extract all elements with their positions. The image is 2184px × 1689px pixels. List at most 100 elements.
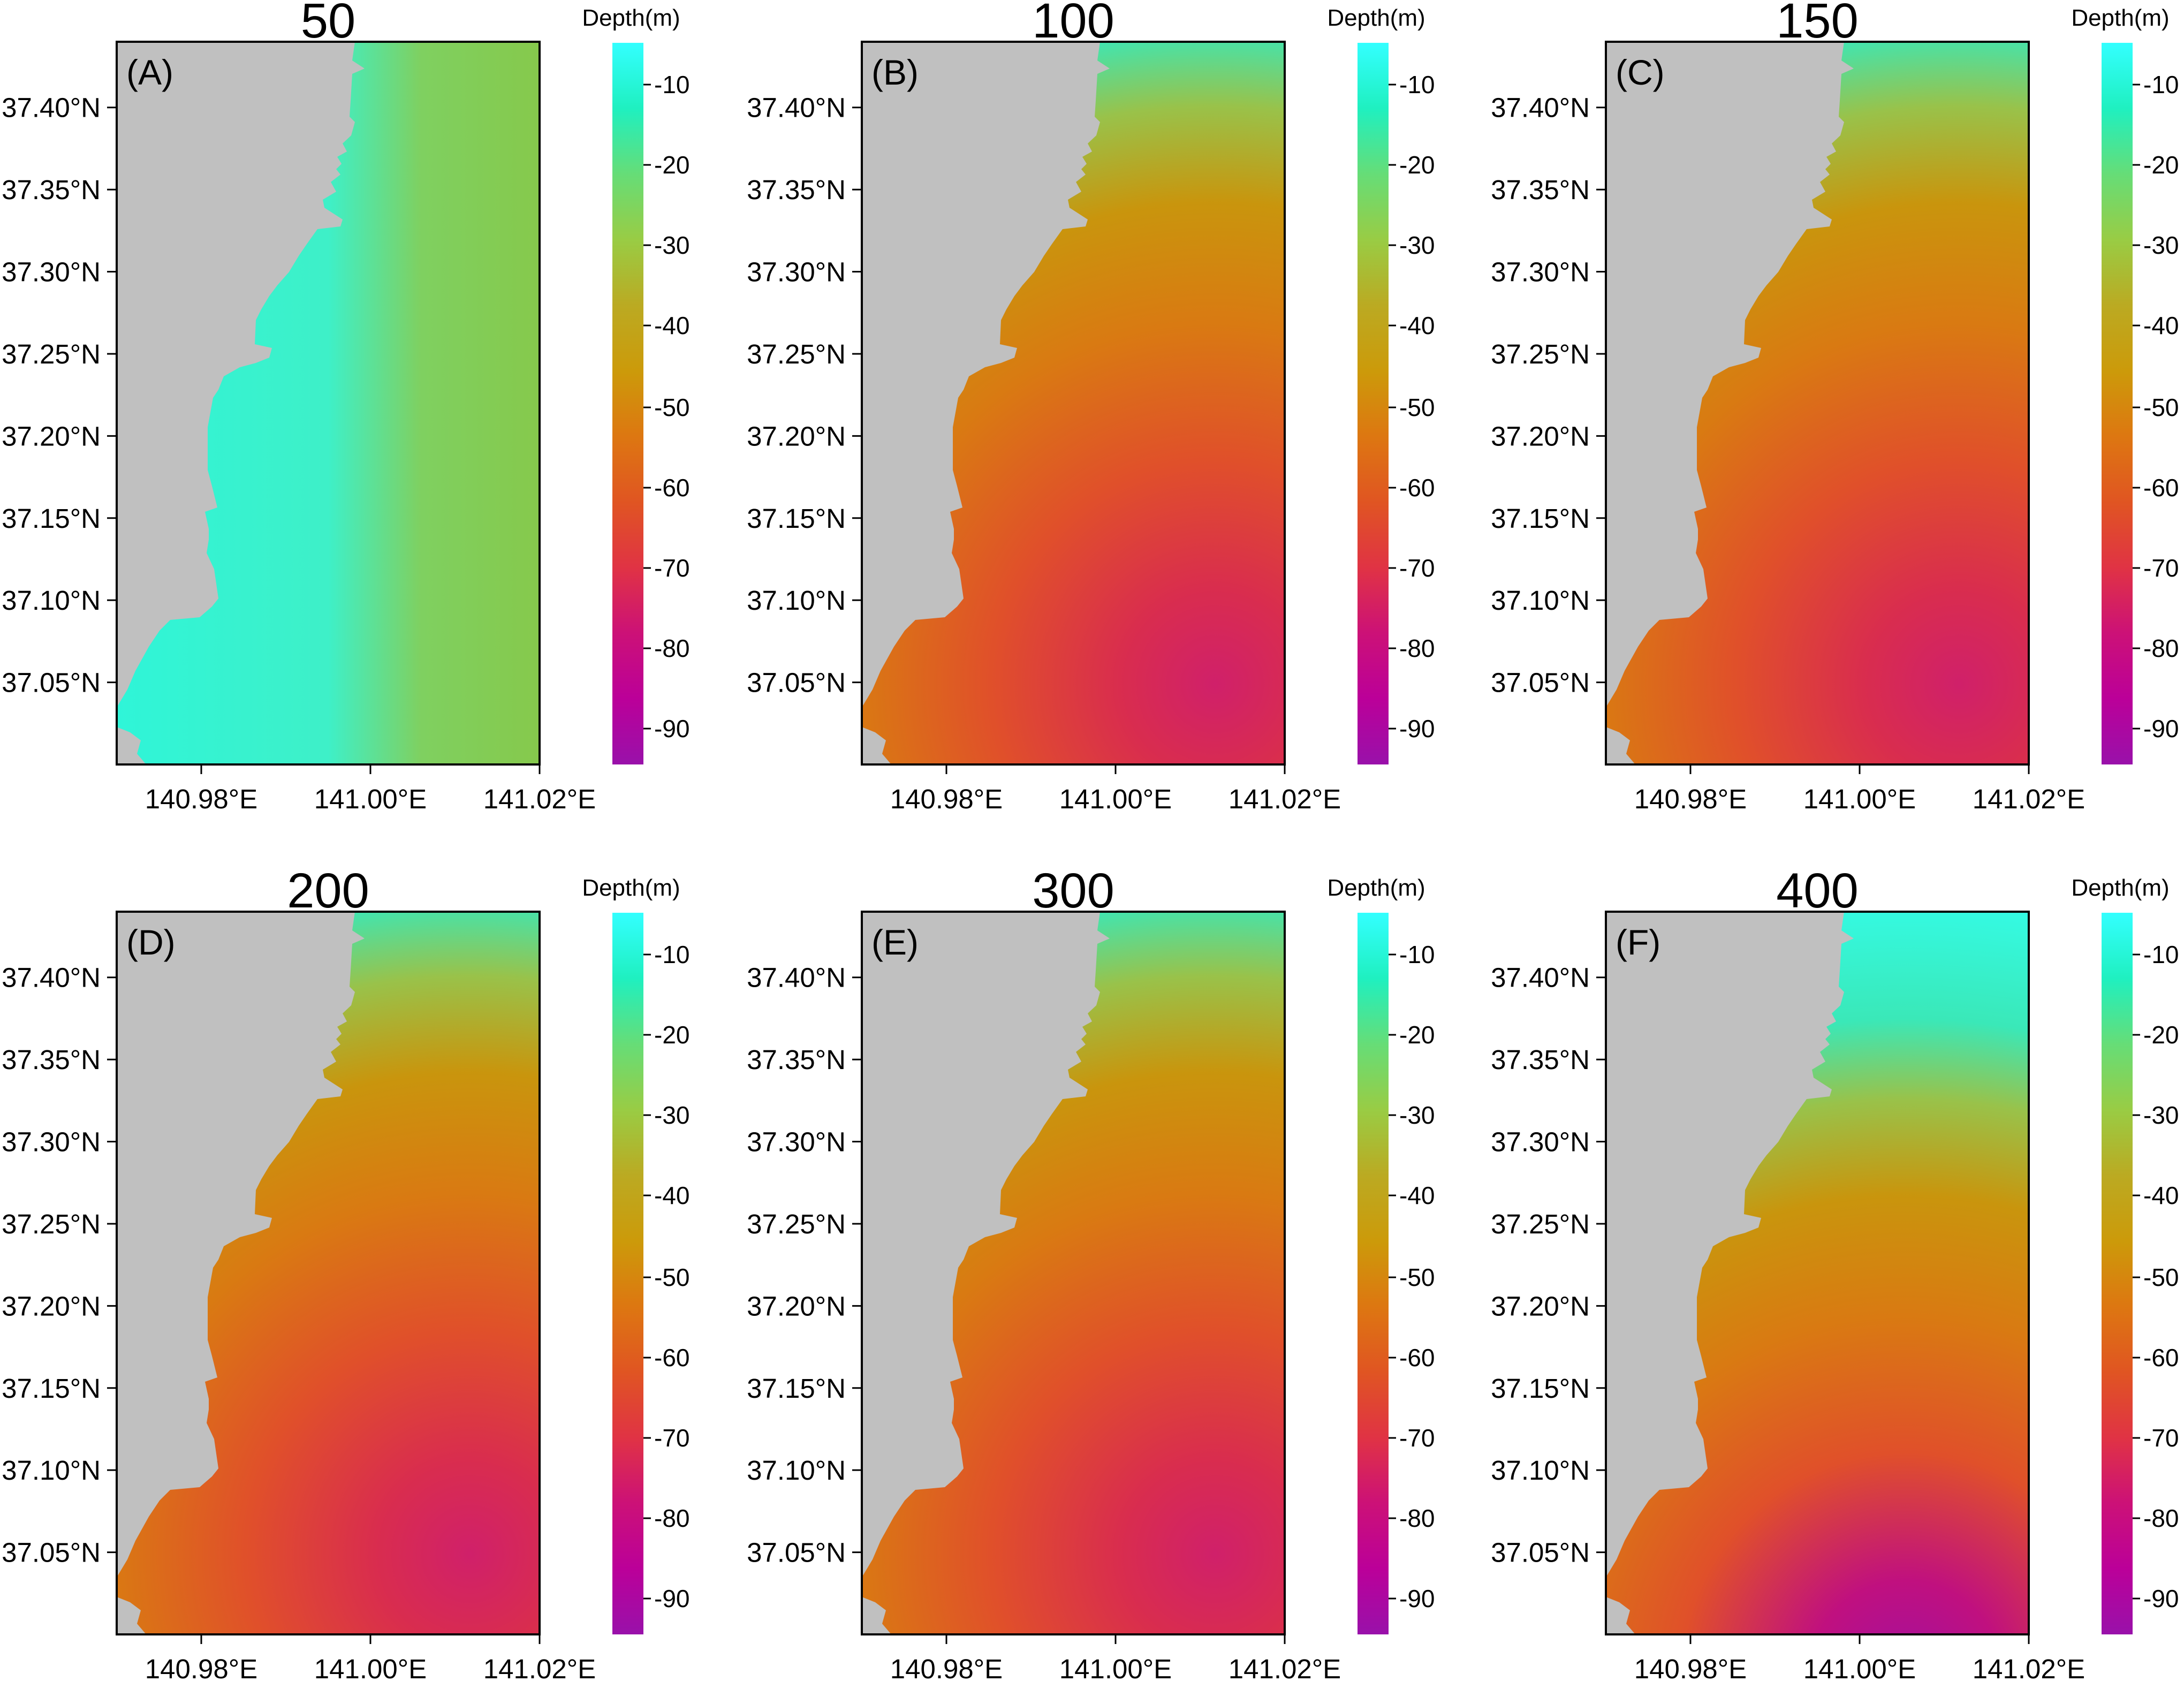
y-tick-label: 37.20°N (2, 421, 101, 451)
y-tick-label: 37.05°N (2, 668, 101, 698)
colorbar-tick-label: -10 (1399, 941, 1435, 968)
x-tick-label: 141.00°E (314, 1654, 427, 1684)
depth-field (117, 42, 540, 764)
colorbar-title: Depth(m) (1327, 5, 1425, 31)
depth-field (862, 42, 1285, 764)
colorbar-tick-label: -30 (1399, 1101, 1435, 1129)
panel-label: (D) (126, 922, 176, 962)
colorbar-title: Depth(m) (2071, 875, 2169, 901)
colorbar-tick-label: -60 (2143, 1344, 2179, 1372)
colorbar-tick-label: -10 (654, 941, 689, 968)
x-tick-label: 141.02°E (1973, 784, 2085, 814)
panel-title: 200 (287, 864, 369, 918)
y-tick-label: 37.30°N (747, 257, 846, 287)
y-tick-label: 37.10°N (1491, 1455, 1590, 1486)
colorbar-tick-label: -80 (654, 634, 689, 662)
x-tick-label: 141.02°E (1973, 1654, 2085, 1684)
map-frame (116, 911, 541, 1635)
panel-label: (C) (1616, 52, 1665, 92)
y-tick-label: 37.15°N (2, 503, 101, 534)
colorbar-ramp (1358, 43, 1389, 764)
y-tick-label: 37.30°N (1491, 1127, 1590, 1157)
x-tick-label: 141.00°E (1803, 1654, 1916, 1684)
y-tick-label: 37.15°N (1491, 1373, 1590, 1404)
map-panel: 50 (A) 37.40°N 37.35°N 37.30°N 37.25°N 37.20°N… (2, 0, 689, 814)
colorbar-tick-label: -50 (1399, 1263, 1435, 1291)
colorbar-tick-label: -20 (654, 1021, 689, 1049)
x-tick-label: 141.00°E (1059, 784, 1172, 814)
x-tick-label: 141.02°E (483, 784, 596, 814)
y-tick-label: 37.15°N (1491, 503, 1590, 534)
y-tick-label: 37.30°N (747, 1127, 846, 1157)
x-tick-label: 141.02°E (1228, 784, 1341, 814)
map-panel: 150 (C) 37.40°N 37.35°N 37.30°N 37.25°N 37.20°… (1491, 0, 2179, 814)
map-frame (1605, 911, 2030, 1635)
colorbar-tick-label: -50 (2143, 1263, 2179, 1291)
colorbar-tick-label: -30 (2143, 1101, 2179, 1129)
land-mask (1606, 42, 1854, 764)
map-panel: 200 (D) 37.40°N 37.35°N 37.30°N 37.25°N 37.20°… (2, 864, 689, 1684)
colorbar-tick-label: -30 (654, 231, 689, 259)
y-tick-label: 37.05°N (1491, 668, 1590, 698)
colorbar-tick-label: -30 (1399, 231, 1435, 259)
colorbar-tick-label: -70 (2143, 554, 2179, 582)
colorbar: Depth(m) -10 -20 -30 -40 -50 -60 -70 -80 -90 (582, 5, 689, 764)
colorbar-tick-label: -20 (654, 151, 689, 179)
colorbar-tick-label: -40 (1399, 312, 1435, 339)
colorbar: Depth(m) -10 -20 -30 -40 -50 -60 -70 -80 -90 (582, 875, 689, 1634)
y-tick-label: 37.40°N (1491, 93, 1590, 123)
y-tick-label: 37.35°N (2, 175, 101, 205)
y-tick-label: 37.20°N (1491, 421, 1590, 451)
map-panel: 300 (E) 37.40°N 37.35°N 37.30°N 37.25°N 37.20°… (747, 864, 1435, 1684)
y-tick-label: 37.15°N (2, 1373, 101, 1404)
colorbar-ramp (612, 913, 643, 1634)
land-mask (862, 912, 1110, 1634)
y-tick-label: 37.40°N (747, 93, 846, 123)
colorbar-ramp (2102, 913, 2133, 1634)
panel-title: 300 (1032, 864, 1114, 918)
colorbar: Depth(m) -10 -20 -30 -40 -50 -60 -70 -80 -90 (1327, 5, 1435, 764)
colorbar-tick-label: -10 (2143, 71, 2179, 99)
colorbar-tick-label: -40 (1399, 1181, 1435, 1209)
y-tick-label: 37.40°N (2, 93, 101, 123)
map-panel: 400 (F) 37.40°N 37.35°N 37.30°N 37.25°N 37.20°… (1491, 864, 2179, 1684)
x-tick-label: 140.98°E (145, 1654, 257, 1684)
colorbar-tick-label: -90 (2143, 715, 2179, 743)
panel-title: 400 (1776, 864, 1859, 918)
y-tick-label: 37.10°N (747, 585, 846, 616)
colorbar-tick-label: -40 (2143, 1181, 2179, 1209)
y-tick-label: 37.10°N (2, 1455, 101, 1486)
y-tick-label: 37.25°N (2, 1209, 101, 1239)
colorbar-tick-label: -50 (654, 393, 689, 421)
colorbar-tick-label: -70 (654, 1424, 689, 1452)
y-tick-label: 37.05°N (747, 1537, 846, 1568)
colorbar-tick-label: -50 (1399, 393, 1435, 421)
y-tick-label: 37.30°N (1491, 257, 1590, 287)
colorbar-title: Depth(m) (1327, 875, 1425, 901)
colorbar-tick-label: -90 (2143, 1585, 2179, 1612)
x-tick-label: 141.02°E (483, 1654, 596, 1684)
colorbar-tick-label: -60 (654, 474, 689, 502)
colorbar: Depth(m) -10 -20 -30 -40 -50 -60 -70 -80 -90 (1327, 875, 1435, 1634)
colorbar-tick-label: -10 (1399, 71, 1435, 99)
x-tick-label: 140.98°E (1634, 784, 1747, 814)
colorbar-tick-label: -90 (1399, 1585, 1435, 1612)
depth-field (1606, 42, 2029, 764)
x-tick-label: 140.98°E (890, 784, 1003, 814)
colorbar-tick-label: -60 (2143, 474, 2179, 502)
x-tick-label: 140.98°E (890, 1654, 1003, 1684)
map-frame (1605, 41, 2030, 766)
colorbar-ramp (612, 43, 643, 764)
colorbar: Depth(m) -10 -20 -30 -40 -50 -60 -70 -80 -90 (2071, 875, 2179, 1634)
depth-field (862, 912, 1285, 1634)
colorbar-tick-label: -40 (654, 312, 689, 339)
y-tick-label: 37.05°N (2, 1537, 101, 1568)
colorbar-tick-label: -90 (1399, 715, 1435, 743)
y-tick-label: 37.10°N (1491, 585, 1590, 616)
y-tick-label: 37.25°N (2, 339, 101, 369)
panel-title: 150 (1776, 0, 1859, 48)
y-tick-label: 37.20°N (2, 1291, 101, 1321)
colorbar-tick-label: -60 (1399, 474, 1435, 502)
land-mask (1606, 912, 1854, 1634)
y-tick-label: 37.15°N (747, 1373, 846, 1404)
